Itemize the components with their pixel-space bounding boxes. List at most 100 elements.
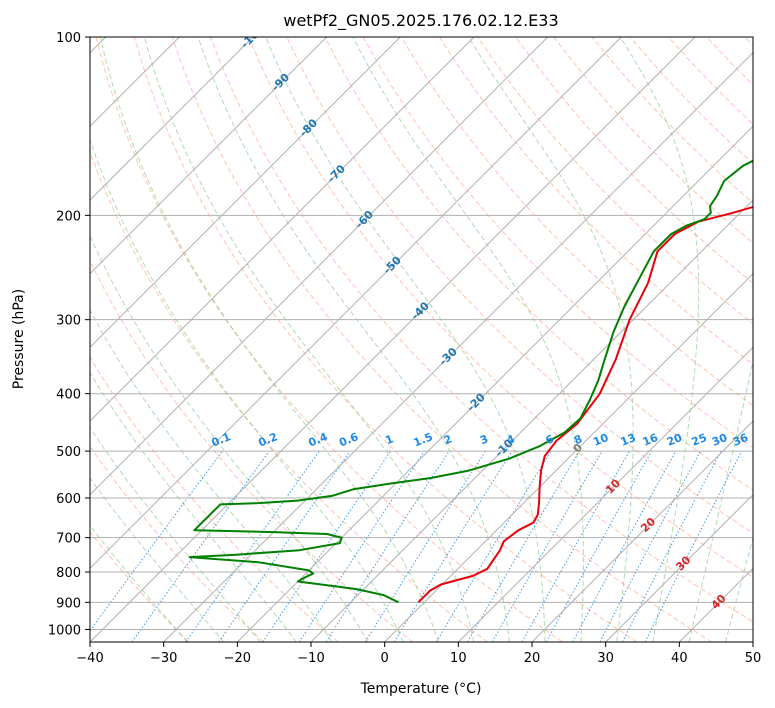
mixing-ratio-line	[131, 450, 270, 642]
dry-adiabat	[248, 37, 753, 578]
x-tick-label: 30	[597, 651, 614, 666]
dry-adiabat	[553, 37, 753, 244]
x-axis-label: Temperature (°C)	[360, 681, 482, 697]
grid-lines	[90, 37, 753, 642]
mixing-ratio-line	[364, 450, 486, 642]
y-axis: 100 200 300 400 500 600 700 800 900 1000	[48, 31, 90, 638]
mixing-ratio-lines	[90, 450, 743, 642]
plot-frame	[89, 36, 754, 643]
moist-adiabat	[197, 37, 510, 642]
mixing-ratio-label: 3	[478, 432, 490, 447]
dry-adiabat	[591, 37, 753, 204]
mixing-ratio-label: 0.2	[257, 430, 280, 449]
y-axis-label: Pressure (hPa)	[11, 289, 27, 389]
isotherm-label: 40	[709, 592, 729, 612]
dry-adiabat	[95, 37, 563, 642]
x-tick-label: −40	[76, 651, 103, 666]
mixing-ratio-label: 1.5	[412, 430, 435, 449]
dry-adiabats	[90, 37, 753, 642]
isotherm-line	[90, 37, 622, 570]
y-tick-label: 1000	[48, 623, 81, 638]
isotherm-line	[457, 346, 753, 642]
mixing-ratio-label: 30	[710, 431, 729, 449]
x-tick-label: 50	[745, 651, 762, 666]
dry-adiabat	[515, 37, 753, 284]
x-tick-label: 0	[381, 651, 389, 666]
x-tick-label: −30	[150, 651, 177, 666]
mixing-ratio-line	[218, 450, 351, 642]
mixing-ratio-line	[325, 450, 450, 642]
isotherm-line	[310, 199, 753, 642]
mixing-ratio-line	[621, 450, 722, 642]
temperature-profile	[417, 205, 753, 604]
moist-adiabat	[99, 37, 439, 642]
mixing-ratio-label: 16	[641, 431, 660, 449]
dry-adiabat	[668, 37, 753, 125]
moist-adiabat	[143, 37, 475, 642]
x-tick-label: 10	[450, 651, 467, 666]
mixing-ratio-line	[599, 450, 701, 642]
y-tick-label: 200	[56, 209, 81, 224]
dry-adiabat	[90, 150, 488, 642]
mixing-ratio-label: 6	[544, 432, 556, 447]
mixing-ratio-label: 10	[591, 431, 610, 449]
y-tick-label: 300	[56, 314, 81, 329]
dry-adiabat	[324, 37, 753, 491]
dry-adiabat	[477, 37, 753, 325]
dry-adiabat	[210, 37, 753, 623]
mixing-ratio-label: 0.6	[337, 430, 360, 449]
mixing-ratio-label: 20	[665, 431, 684, 449]
x-axis: −40 −30 −20 −10 0 10 20 30 40 50	[76, 642, 761, 666]
isotherm-line	[90, 37, 549, 496]
dewpoint-profile	[188, 159, 753, 604]
sounding-profiles	[188, 159, 753, 604]
mixing-ratio-line	[572, 450, 677, 642]
moist-adiabat	[90, 234, 369, 642]
mixing-ratio-label: 2	[442, 432, 454, 447]
isotherm-line	[531, 420, 753, 642]
mixing-ratio-line	[435, 450, 552, 642]
chart-title: wetPf2_GN05.2025.176.02.12.E33	[283, 11, 558, 31]
dry-adiabat	[90, 445, 264, 642]
mixing-ratio-line	[393, 450, 513, 642]
mixing-ratio-line	[262, 450, 392, 642]
moist-adiabat	[90, 524, 188, 642]
isotherm-line	[236, 125, 753, 642]
overlay-labels: -100-90-80-70-60-50-40-30-20-10 010203040…	[210, 37, 751, 612]
mixing-ratio-label: 0.4	[307, 430, 330, 449]
moist-adiabat	[688, 358, 753, 642]
isotherm-line	[163, 51, 753, 642]
isotherm-line	[90, 37, 401, 349]
isotherm-line	[90, 37, 328, 275]
dry-adiabat	[706, 37, 753, 86]
x-tick-label: 20	[524, 651, 541, 666]
isotherm-label: -80	[297, 116, 320, 139]
moist-adiabat	[90, 309, 333, 642]
isotherm-line	[90, 37, 254, 201]
y-tick-label: 100	[56, 31, 81, 46]
mixing-ratio-label: 1	[383, 432, 395, 447]
isotherm-line	[384, 272, 753, 642]
x-tick-label: −10	[297, 651, 324, 666]
x-tick-label: −20	[224, 651, 251, 666]
y-tick-label: 600	[56, 492, 81, 507]
y-tick-label: 500	[56, 445, 81, 460]
y-tick-label: 400	[56, 388, 81, 403]
moist-adiabat	[90, 477, 225, 642]
dry-adiabat	[90, 531, 190, 642]
moist-adiabat	[619, 37, 700, 642]
isotherm-line	[90, 37, 696, 642]
isotherm-line	[678, 567, 753, 642]
mixing-ratio-label: 25	[690, 431, 709, 449]
mixing-ratio-label: 8	[572, 432, 584, 447]
isotherm-label: -50	[381, 253, 404, 276]
dry-adiabat	[362, 37, 753, 449]
y-tick-label: 700	[56, 532, 81, 547]
moist-adiabat	[90, 138, 404, 642]
dry-adiabat	[744, 37, 753, 47]
mixing-ratio-line	[644, 450, 743, 642]
dry-adiabat	[133, 37, 638, 642]
y-tick-label: 800	[56, 566, 81, 581]
plot-area: -100-90-80-70-60-50-40-30-20-10 010203040…	[90, 37, 753, 642]
